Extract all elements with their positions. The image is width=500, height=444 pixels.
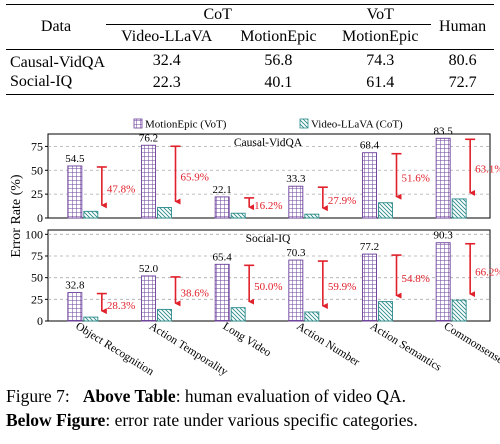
- x-category-label: Action Number: [294, 320, 361, 368]
- caption-figure-number: Figure 7:: [6, 386, 70, 406]
- bar-videollava-cot: [230, 307, 246, 322]
- bar-videollava-cot: [83, 210, 99, 219]
- caption-below-figure: Below Figure: [6, 410, 106, 430]
- row-name: Social-IQ: [10, 72, 73, 90]
- reduction-label: 47.8%: [107, 184, 135, 196]
- reduction-label: 65.9%: [181, 171, 209, 183]
- panel-frame: [47, 229, 491, 322]
- x-category-label: Action Semantics: [368, 320, 444, 374]
- panel-1: 0 25 50 75 100 Social-IQ 32.8 28.3% 52.0 38.6% 65.…: [25, 227, 500, 328]
- bar-videollava-cot: [157, 308, 172, 322]
- human-evaluation-table: Data CoT VoT Human Video-LLaVA MotionEpi…: [6, 4, 494, 120]
- reduction-label: 16.2%: [254, 200, 282, 212]
- bar-value-label: 22.1: [213, 184, 232, 196]
- table-cell: 61.4: [366, 74, 395, 91]
- bar-motionepic-vot: [288, 185, 304, 219]
- y-axis-label: Error Rate (%): [9, 174, 24, 258]
- bar-motionepic-vot: [288, 259, 304, 322]
- table-cell: 72.7: [448, 74, 477, 91]
- x-category-label: Action Temporality: [147, 320, 230, 378]
- caption-line1-text: : human evaluation of video QA.: [175, 386, 407, 406]
- caption-above-table: Above Table: [82, 386, 176, 406]
- panel-0: 0 25 50 75 Causal-VidQA 54.5 47.8% 76.2 65.9% 22.…: [31, 125, 500, 225]
- y-tick-label: 25: [31, 187, 43, 201]
- header-cot-motionepic: MotionEpic: [240, 28, 317, 45]
- y-tick-label: 0: [37, 211, 43, 225]
- bar-videollava-cot: [378, 301, 393, 322]
- bar-value-label: 65.4: [213, 251, 233, 263]
- header-data: Data: [40, 18, 72, 35]
- reduction-label: 54.8%: [402, 273, 430, 285]
- error-rate-chart: MotionEpic (VoT) Video-LLaVA (CoT) 0 25 50 7…: [9, 118, 500, 379]
- bar-motionepic-vot: [214, 263, 230, 322]
- row-name: Causal-VidQA: [10, 53, 106, 71]
- legend-label: MotionEpic (VoT): [145, 119, 227, 131]
- y-tick-label: 50: [31, 163, 43, 177]
- bar-motionepic-vot: [141, 144, 156, 219]
- bar-value-label: 32.8: [65, 280, 85, 292]
- panel-title: Causal-VidQA: [234, 137, 303, 149]
- header-vot-motionepic: MotionEpic: [342, 28, 419, 45]
- caption-line2-text: : error rate under various specific cate…: [105, 410, 418, 430]
- y-tick-label: 75: [31, 249, 43, 263]
- bar-value-label: 70.3: [286, 247, 306, 259]
- table-cell: 40.1: [264, 74, 293, 91]
- header-cot: CoT: [106, 4, 330, 25]
- y-tick-label: 25: [31, 292, 43, 306]
- bar-motionepic-vot: [67, 165, 83, 219]
- reduction-label: 38.6%: [181, 288, 209, 300]
- header-cot-videollava: Video-LLaVA: [121, 28, 213, 45]
- table-cell: 80.6: [448, 52, 477, 69]
- bar-motionepic-vot: [362, 152, 377, 219]
- legend-swatch: [299, 118, 309, 129]
- bar-motionepic-vot: [214, 196, 230, 219]
- bar-value-label: 76.2: [139, 132, 158, 144]
- bar-value-label: 54.5: [65, 153, 85, 165]
- bar-videollava-cot: [451, 299, 467, 322]
- header-human: Human: [439, 18, 487, 35]
- y-tick-label: 0: [37, 314, 43, 328]
- legend-label: Video-LLaVA (CoT): [311, 119, 403, 131]
- bar-motionepic-vot: [67, 292, 83, 322]
- bar-motionepic-vot: [141, 275, 156, 322]
- reduction-label: 28.3%: [107, 300, 135, 312]
- bar-motionepic-vot: [435, 137, 451, 219]
- bar-videollava-cot: [304, 213, 320, 219]
- y-tick-label: 50: [31, 271, 43, 285]
- table-cell: 56.8: [264, 52, 293, 69]
- bar-videollava-cot: [157, 207, 172, 219]
- bar-videollava-cot: [230, 212, 246, 219]
- bar-value-label: 33.3: [286, 173, 306, 185]
- table-cell: 32.4: [152, 52, 181, 69]
- y-tick-label: 75: [31, 139, 43, 153]
- reduction-label: 59.9%: [328, 281, 356, 293]
- figure-caption: Figure 7: Above Table: human evaluation …: [6, 384, 496, 432]
- reduction-label: 66.2%: [475, 266, 500, 278]
- reduction-label: 63.1%: [475, 164, 500, 176]
- reduction-label: 27.9%: [328, 195, 356, 207]
- bar-motionepic-vot: [435, 242, 451, 322]
- reduction-label: 50.0%: [254, 281, 282, 293]
- bar-motionepic-vot: [362, 253, 377, 322]
- y-tick-label: 100: [25, 227, 43, 241]
- bar-videollava-cot: [378, 202, 393, 219]
- bar-value-label: 52.0: [139, 263, 159, 275]
- bar-videollava-cot: [451, 198, 467, 219]
- table-cell: 74.3: [366, 52, 395, 69]
- legend-swatch: [133, 118, 143, 129]
- table-cell: 22.3: [152, 74, 181, 91]
- x-category-label: Object Recognition: [73, 320, 156, 378]
- panel-title: Social-IQ: [246, 233, 291, 245]
- reduction-label: 51.6%: [402, 173, 430, 185]
- bar-value-label: 83.5: [434, 125, 454, 137]
- x-category-label: Long Video: [221, 320, 274, 359]
- bar-value-label: 90.3: [434, 230, 454, 242]
- bar-videollava-cot: [304, 311, 320, 322]
- bar-videollava-cot: [83, 316, 99, 322]
- bar-value-label: 77.2: [360, 241, 379, 253]
- x-category-label: Commonsense: [442, 320, 500, 366]
- header-vot: VoT: [329, 4, 432, 25]
- panel-frame: [47, 133, 491, 219]
- bar-value-label: 68.4: [360, 140, 380, 152]
